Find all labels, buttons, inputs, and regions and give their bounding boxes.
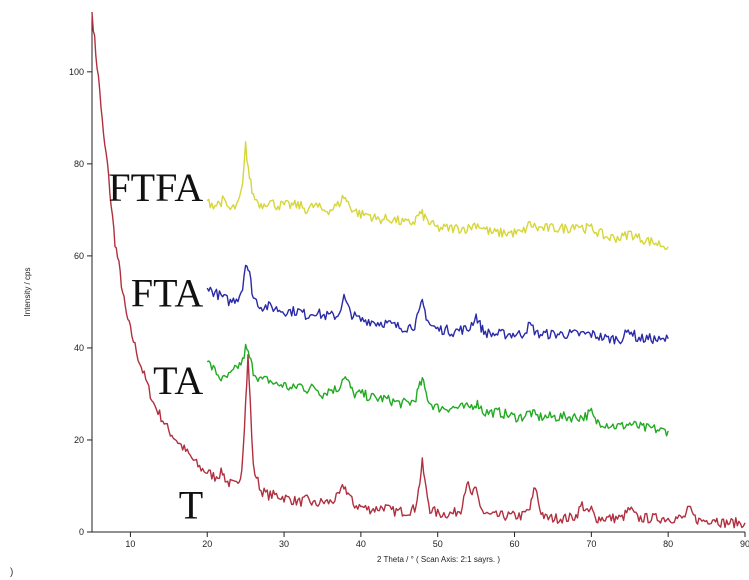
series-label-t: T xyxy=(179,482,203,527)
y-axis-ticks: 0 20 40 60 80 100 xyxy=(69,67,92,537)
x-axis-title: 2 Theta / ° ( Scan Axis: 2:1 sayrs. ) xyxy=(377,555,500,564)
x-tick-label-30: 30 xyxy=(279,539,289,549)
x-tick-label-60: 60 xyxy=(510,539,520,549)
y-tick-label-40: 40 xyxy=(74,343,84,353)
x-tick-label-70: 70 xyxy=(586,539,596,549)
series-label-ftfa: FTFA xyxy=(108,165,203,210)
x-tick-label-10: 10 xyxy=(125,539,135,549)
series-labels: FTFA FTA TA T xyxy=(108,165,203,528)
series-line-fta xyxy=(206,264,669,345)
y-tick-label-20: 20 xyxy=(74,435,84,445)
corner-mark: ) xyxy=(10,567,13,578)
y-tick-label-100: 100 xyxy=(69,67,84,77)
series-label-fta: FTA xyxy=(131,271,203,316)
y-tick-label-80: 80 xyxy=(74,159,84,169)
x-tick-label-40: 40 xyxy=(356,539,366,549)
x-tick-label-50: 50 xyxy=(433,539,443,549)
x-tick-label-80: 80 xyxy=(663,539,673,549)
y-tick-label-0: 0 xyxy=(79,527,84,537)
x-axis-ticks: 10 20 30 40 50 60 70 80 90 xyxy=(125,532,749,549)
series-line-ta xyxy=(206,343,669,437)
series-label-ta: TA xyxy=(153,358,203,403)
series-line-ftfa xyxy=(206,141,669,250)
x-tick-label-20: 20 xyxy=(202,539,212,549)
y-tick-label-60: 60 xyxy=(74,251,84,261)
series-line-t xyxy=(91,11,746,529)
x-tick-label-90: 90 xyxy=(740,539,749,549)
y-axis-title: Intensity / cps xyxy=(23,268,32,317)
series-lines xyxy=(91,11,746,529)
